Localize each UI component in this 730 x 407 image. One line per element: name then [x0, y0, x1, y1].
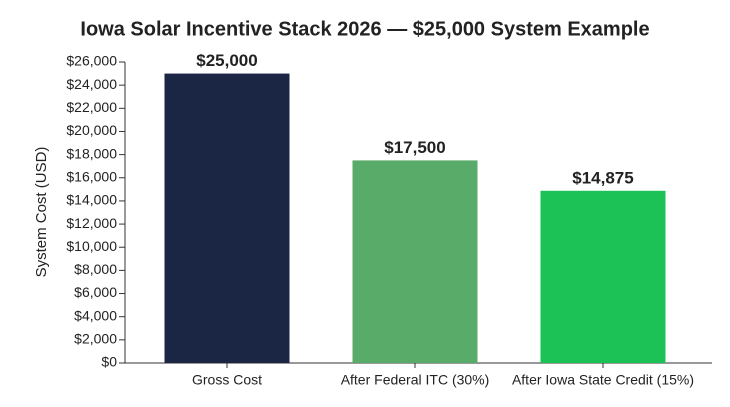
y-tick-label: $24,000	[66, 76, 117, 92]
y-tick-label: $26,000	[66, 53, 117, 69]
bar	[164, 73, 290, 364]
y-tick-label: $2,000	[74, 331, 117, 347]
y-tick-label: $0	[101, 354, 117, 370]
value-label: $14,875	[572, 168, 633, 187]
y-tick-label: $18,000	[66, 145, 117, 161]
y-tick-label: $12,000	[66, 215, 117, 231]
y-axis-label: System Cost (USD)	[33, 147, 50, 278]
x-tick-label: After Federal ITC (30%)	[341, 372, 490, 388]
y-tick-label: $6,000	[74, 284, 117, 300]
y-tick-label: $4,000	[74, 307, 117, 323]
x-tick-label: Gross Cost	[192, 372, 262, 388]
value-label: $25,000	[196, 51, 257, 70]
bar	[540, 190, 666, 363]
y-tick-label: $20,000	[66, 122, 117, 138]
y-tick-label: $10,000	[66, 238, 117, 254]
y-tick-label: $22,000	[66, 99, 117, 115]
x-tick-label: After Iowa State Credit (15%)	[512, 372, 694, 388]
y-tick-label: $16,000	[66, 168, 117, 184]
bar	[352, 160, 478, 363]
value-label: $17,500	[384, 138, 445, 157]
y-tick-label: $14,000	[66, 192, 117, 208]
y-tick-label: $8,000	[74, 261, 117, 277]
chart-title: Iowa Solar Incentive Stack 2026 — $25,00…	[80, 18, 649, 40]
